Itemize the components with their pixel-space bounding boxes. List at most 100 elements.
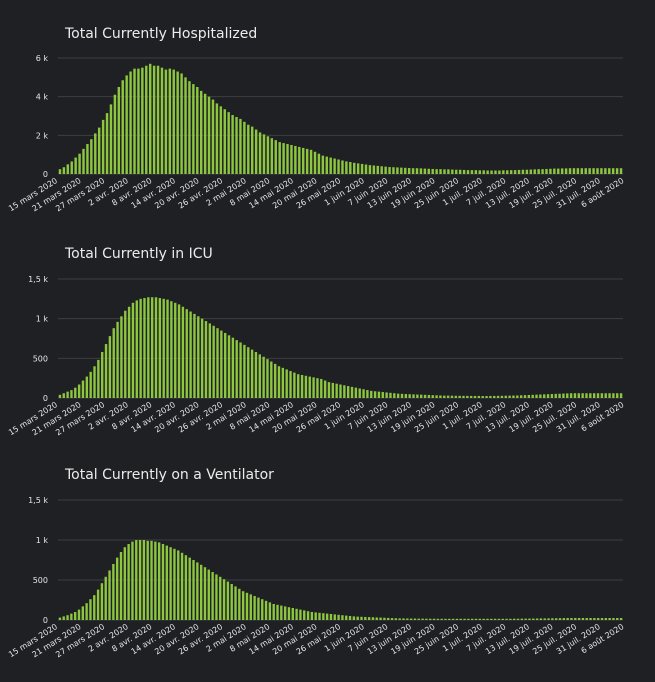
bar	[74, 157, 77, 174]
bar	[588, 168, 591, 174]
bar	[258, 354, 261, 398]
bar	[550, 394, 554, 398]
bar	[180, 552, 184, 620]
bar	[117, 87, 121, 174]
bar	[439, 169, 442, 174]
bar	[157, 542, 161, 620]
bar	[317, 153, 321, 174]
bar	[302, 147, 305, 174]
bar	[506, 170, 509, 174]
bar	[419, 168, 423, 174]
bar	[513, 170, 517, 174]
bar	[204, 321, 208, 398]
bar	[558, 393, 561, 398]
bar	[85, 376, 89, 398]
bar	[108, 570, 111, 620]
bar	[203, 567, 207, 620]
bar	[211, 99, 215, 174]
bar	[62, 616, 65, 620]
bar	[96, 589, 100, 620]
bar	[537, 169, 540, 174]
bar	[416, 394, 419, 398]
bar	[535, 618, 539, 620]
bar	[224, 332, 227, 398]
bar	[196, 87, 199, 174]
bar	[280, 605, 283, 620]
bar	[383, 617, 386, 620]
bar	[261, 599, 264, 620]
bar	[362, 389, 365, 398]
bar	[574, 618, 577, 620]
bar	[524, 618, 527, 620]
bar	[124, 310, 127, 398]
bar	[543, 618, 546, 620]
bar	[396, 167, 399, 174]
bar	[570, 618, 573, 620]
bar	[211, 572, 214, 620]
bar	[119, 552, 123, 620]
bar	[443, 395, 446, 398]
bar	[335, 383, 338, 398]
bar	[398, 618, 401, 620]
bar	[300, 374, 304, 398]
bar	[169, 547, 172, 620]
bar	[376, 165, 379, 174]
bar	[469, 395, 473, 398]
bar	[199, 564, 203, 620]
bar	[207, 96, 211, 174]
bar	[412, 394, 415, 398]
bar	[327, 382, 331, 398]
bar	[270, 138, 274, 174]
bar	[379, 617, 382, 620]
bar	[196, 562, 199, 620]
bar	[345, 161, 348, 174]
bar	[394, 618, 398, 620]
bar	[321, 155, 325, 174]
bar	[94, 133, 97, 174]
bar	[531, 394, 534, 398]
bar	[549, 168, 552, 174]
bar	[341, 160, 344, 174]
bar	[564, 168, 568, 174]
bar	[70, 613, 73, 620]
bar	[555, 618, 558, 620]
bar	[333, 614, 336, 620]
bar	[278, 142, 281, 174]
bar	[297, 374, 300, 398]
bar	[112, 328, 115, 398]
bar	[176, 71, 179, 174]
bar	[364, 164, 368, 174]
bar	[222, 579, 226, 620]
bar	[241, 591, 245, 620]
bar	[427, 168, 430, 174]
bar	[423, 168, 427, 174]
bar	[291, 608, 294, 620]
bar	[541, 169, 544, 174]
bar	[494, 170, 497, 174]
bar	[474, 618, 478, 620]
bar	[258, 132, 262, 174]
bar	[85, 603, 88, 620]
bar	[78, 153, 81, 174]
bar	[177, 304, 181, 398]
bar	[93, 366, 96, 398]
bar	[262, 134, 266, 174]
bar	[500, 395, 504, 398]
bar	[162, 298, 165, 398]
bar	[576, 168, 580, 174]
bar	[62, 393, 65, 398]
bar	[168, 68, 172, 174]
bar	[459, 618, 462, 620]
bar	[115, 557, 119, 620]
y-tick-label: 1 k	[36, 315, 49, 324]
bar	[295, 608, 298, 620]
bar	[436, 618, 440, 620]
bar	[239, 342, 242, 398]
bar	[333, 158, 336, 174]
bar	[254, 351, 258, 398]
bar	[173, 548, 176, 620]
bar	[400, 393, 404, 398]
